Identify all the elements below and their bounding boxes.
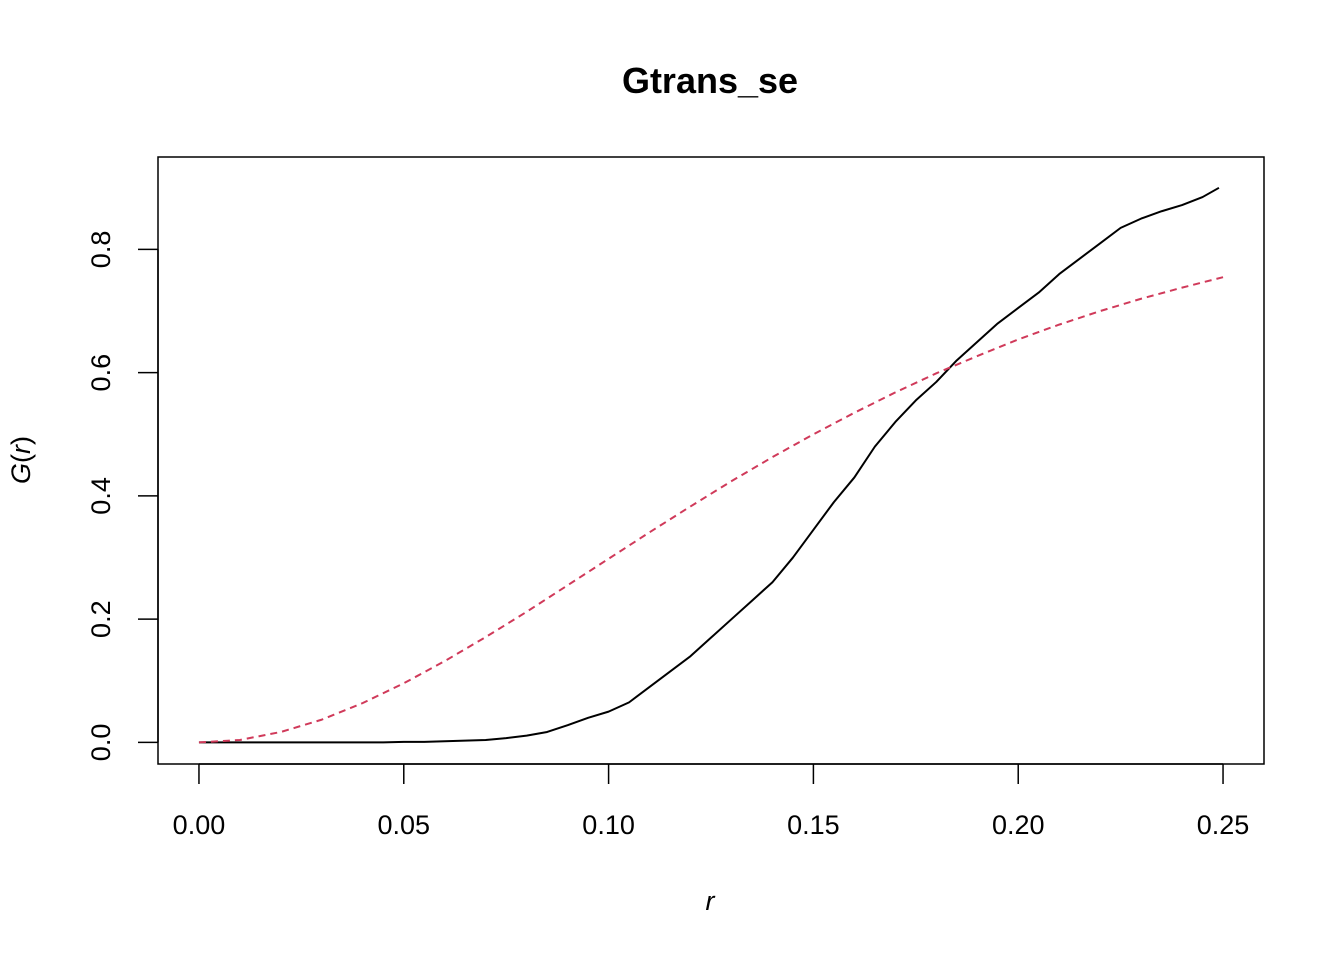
y-axis-label-open: ( [6,454,36,463]
y-tick-label: 0.6 [86,354,116,392]
y-axis-label: G(r) [6,436,36,484]
y-axis-label-var: r [6,444,36,454]
y-tick-label: 0.0 [86,724,116,762]
y-axis-label-close: ) [6,436,36,445]
series-0-line [198,186,1220,744]
x-tick-label: 0.15 [787,810,840,840]
x-tick-label: 0.00 [173,810,226,840]
x-axis-label: r [706,886,716,916]
y-axis: 0.0 0.2 0.4 0.6 0.8 [86,231,159,762]
x-tick-label: 0.05 [377,810,430,840]
x-tick-label: 0.20 [992,810,1045,840]
x-tick-label: 0.25 [1197,810,1250,840]
series-layer [198,186,1224,744]
y-tick-label: 0.8 [86,231,116,269]
series-1-line [198,276,1224,744]
x-tick-label: 0.10 [582,810,635,840]
y-tick-label: 0.2 [86,600,116,638]
y-tick-label: 0.4 [86,477,116,515]
chart-title: Gtrans_se [622,60,798,101]
plot-frame [157,156,1265,765]
x-axis: 0.00 0.05 0.10 0.15 0.20 0.25 [173,763,1250,840]
y-axis-label-fn: G [6,463,36,484]
